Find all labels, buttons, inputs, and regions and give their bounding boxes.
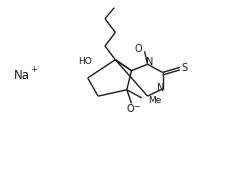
Text: Me: Me (148, 96, 162, 105)
Text: S: S (181, 63, 187, 73)
Text: Na: Na (14, 69, 30, 82)
Text: N: N (146, 57, 153, 67)
Text: O: O (127, 104, 134, 114)
Text: HO: HO (78, 57, 92, 66)
Text: +: + (30, 65, 37, 74)
Text: O: O (135, 44, 142, 54)
Text: −: − (134, 102, 140, 111)
Text: N: N (157, 83, 165, 93)
